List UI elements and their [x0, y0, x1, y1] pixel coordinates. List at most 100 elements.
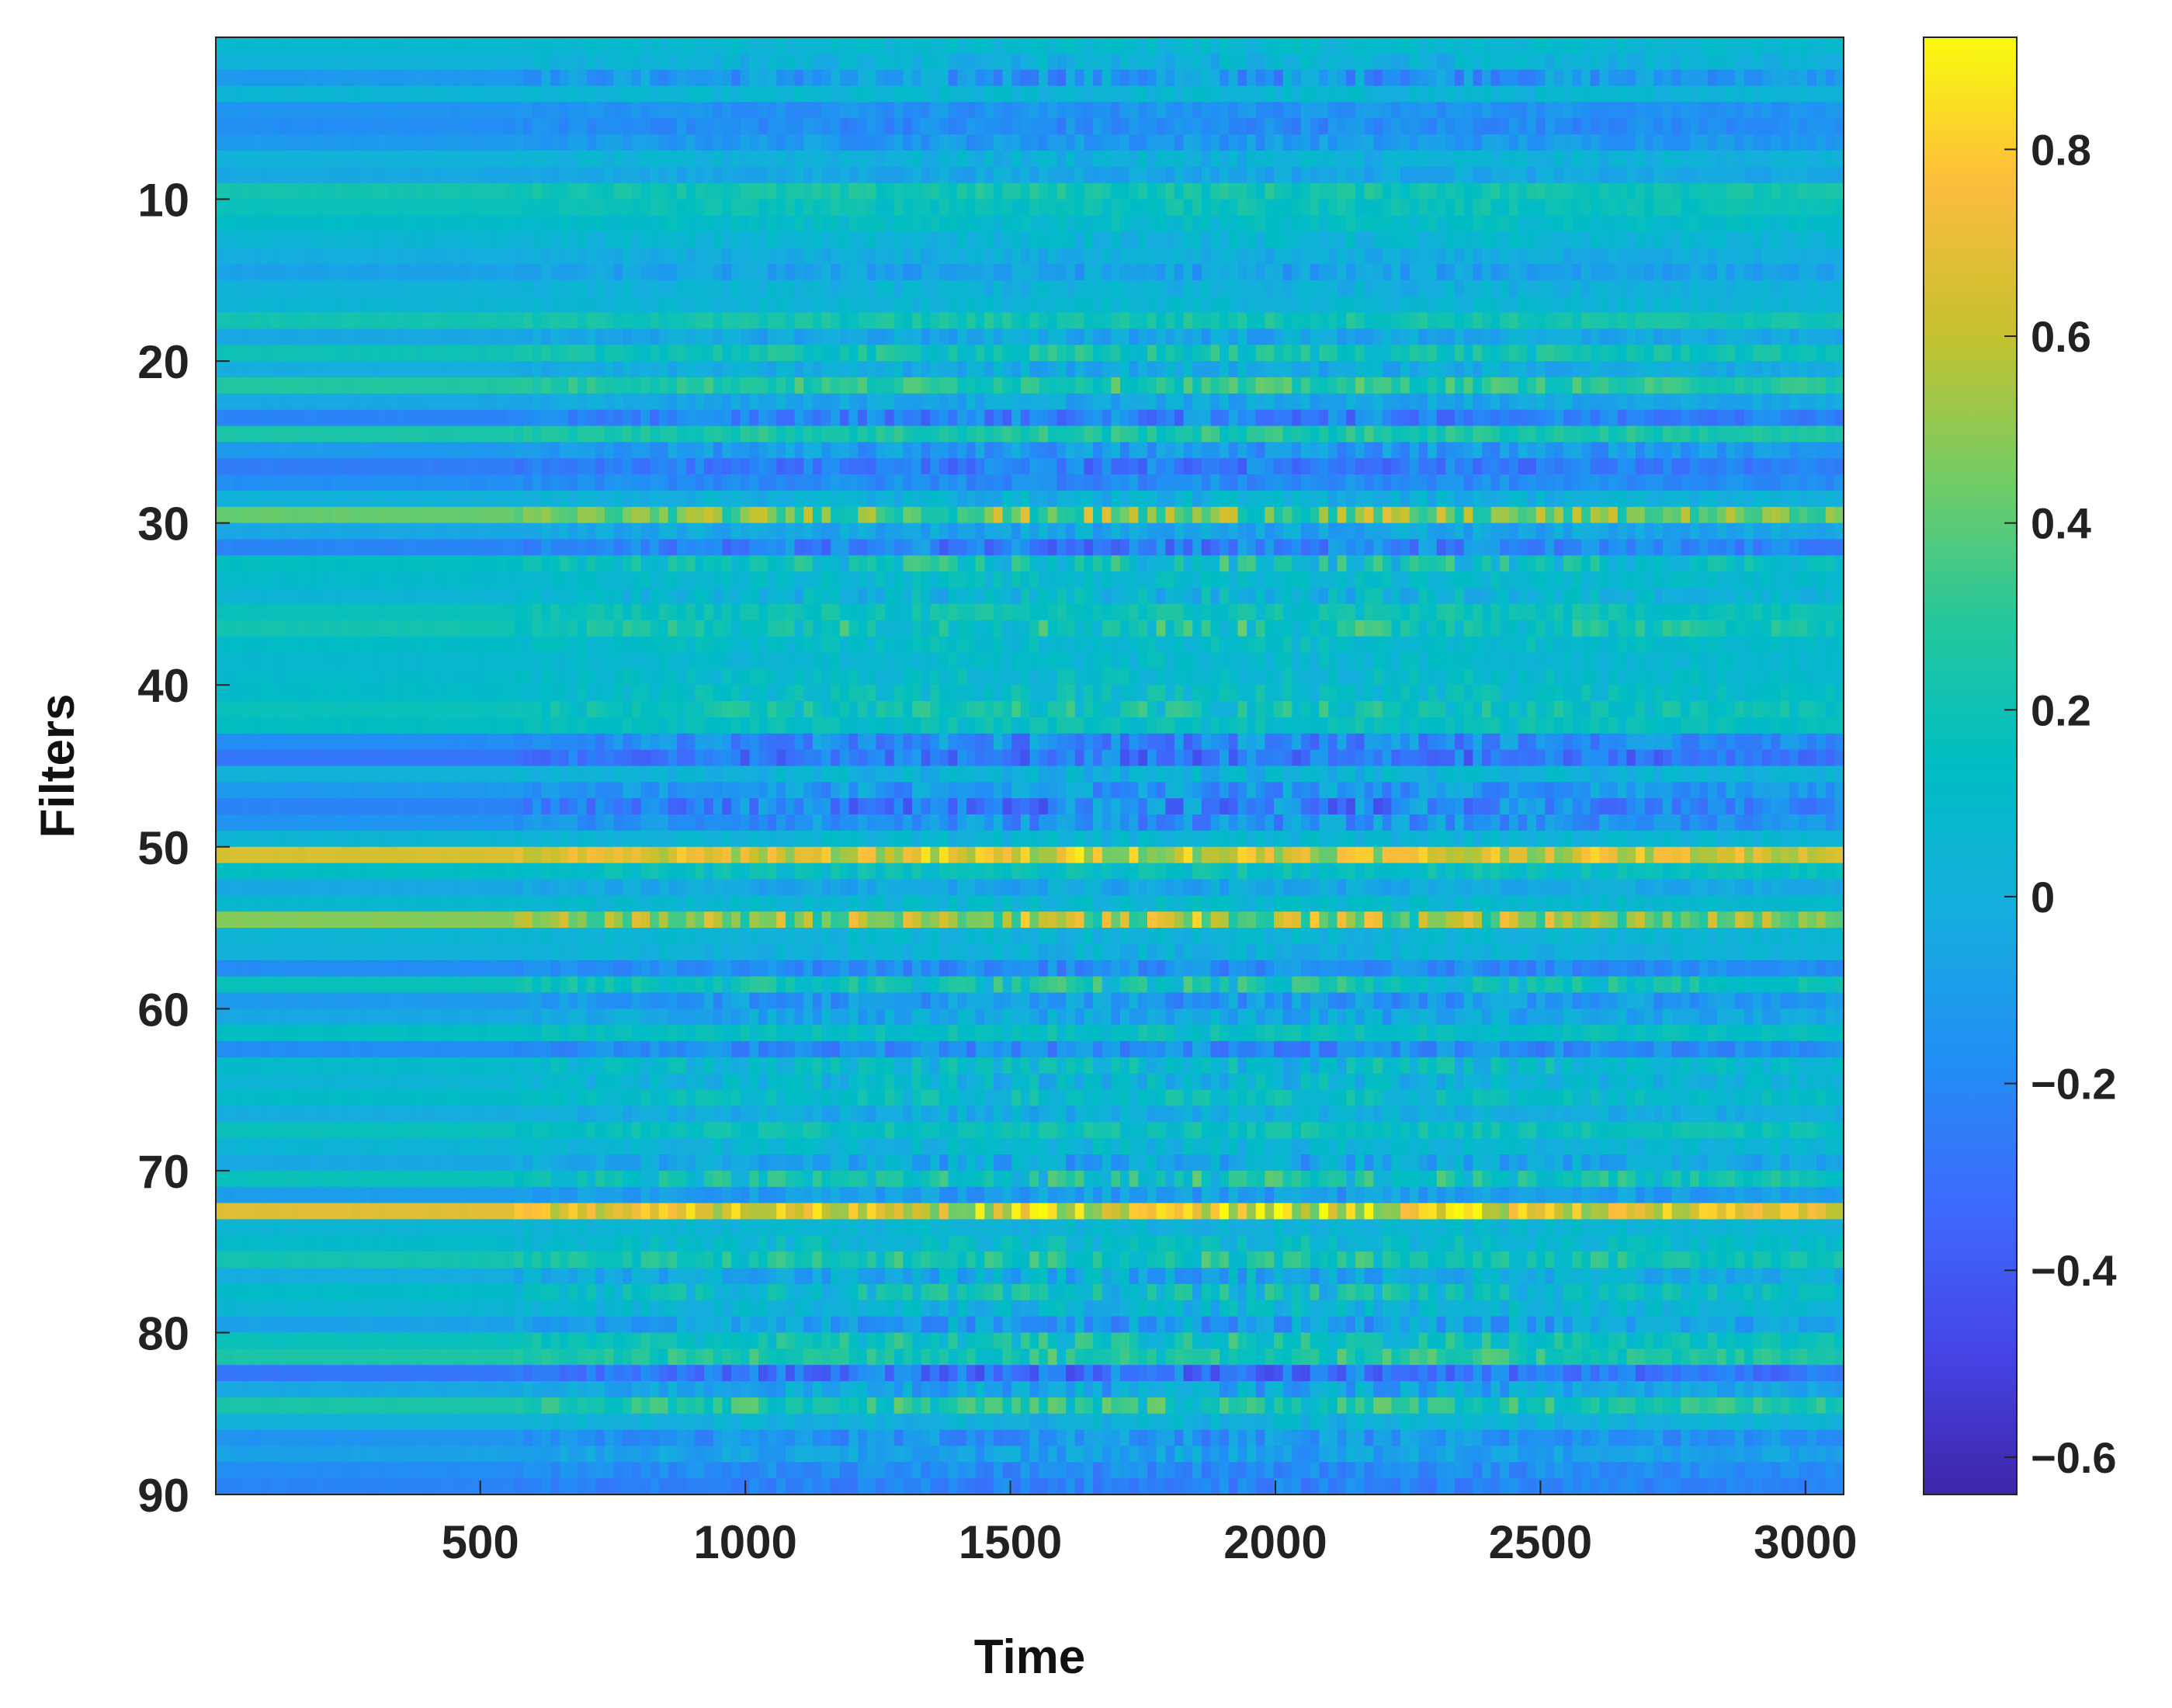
heatmap-cell: [315, 279, 325, 297]
heatmap-cell: [1455, 263, 1465, 281]
heatmap-cell: [740, 215, 750, 232]
heatmap-cell: [1527, 361, 1537, 378]
heatmap-cell: [668, 312, 678, 329]
heatmap-cell: [1726, 296, 1736, 314]
heatmap-cell: [1183, 409, 1193, 427]
heatmap-cell: [1409, 474, 1420, 491]
heatmap-cell: [242, 231, 253, 248]
heatmap-cell: [1681, 53, 1691, 71]
heatmap-cell: [1508, 69, 1519, 87]
heatmap-cell: [514, 199, 524, 217]
heatmap-cell: [640, 199, 651, 217]
heatmap-cell: [993, 150, 1004, 168]
heatmap-cell: [966, 279, 977, 297]
heatmap-cell: [876, 474, 886, 491]
heatmap-cell: [315, 474, 325, 491]
heatmap-cell: [1111, 199, 1121, 217]
heatmap-cell: [794, 69, 804, 87]
heatmap-cell: [1482, 263, 1492, 281]
heatmap-cell: [848, 458, 859, 475]
heatmap-cell: [1500, 134, 1510, 151]
heatmap-cell: [1490, 361, 1501, 378]
heatmap-cell: [1111, 134, 1121, 151]
heatmap-cell: [1228, 474, 1239, 491]
heatmap-cell: [1337, 85, 1347, 103]
heatmap-cell: [242, 425, 253, 443]
heatmap-cell: [993, 118, 1004, 135]
heatmap-cell: [1798, 37, 1808, 54]
heatmap-cell: [1382, 118, 1393, 135]
heatmap-cell: [342, 231, 352, 248]
heatmap-cell: [1247, 279, 1257, 297]
heatmap-cell: [1554, 345, 1564, 362]
heatmap-cell: [405, 85, 415, 103]
heatmap-cell: [831, 118, 841, 135]
heatmap-cell: [1608, 69, 1619, 87]
heatmap-cell: [224, 425, 234, 443]
heatmap-cell: [1346, 166, 1356, 184]
heatmap-cell: [975, 474, 985, 491]
heatmap-cell: [1599, 134, 1609, 151]
heatmap-cell: [1807, 393, 1817, 411]
heatmap-cell: [324, 248, 335, 265]
heatmap-cell: [604, 458, 615, 475]
heatmap-cell: [423, 37, 434, 54]
heatmap-cell: [984, 182, 994, 200]
heatmap-cell: [487, 102, 497, 119]
heatmap-cell: [252, 279, 262, 297]
heatmap-cell: [893, 215, 904, 232]
heatmap-cell: [848, 312, 859, 329]
heatmap-cell: [1129, 263, 1139, 281]
heatmap-cell: [1771, 85, 1782, 103]
heatmap-cell: [1247, 263, 1257, 281]
heatmap-cell: [324, 150, 335, 168]
heatmap-cell: [586, 377, 596, 394]
heatmap-cell: [1653, 182, 1664, 200]
heatmap-cell: [1762, 442, 1772, 459]
heatmap-cell: [1825, 377, 1835, 394]
heatmap-cell: [1689, 263, 1700, 281]
heatmap-cell: [1029, 377, 1039, 394]
heatmap-cell: [731, 361, 741, 378]
heatmap-cell: [1011, 345, 1022, 362]
heatmap-cell: [1237, 37, 1247, 54]
heatmap-cell: [1644, 134, 1654, 151]
heatmap-cell: [1500, 312, 1510, 329]
heatmap-cell: [242, 118, 253, 135]
heatmap-cell: [767, 85, 777, 103]
heatmap-cell: [1047, 231, 1058, 248]
heatmap-cell: [623, 279, 633, 297]
heatmap-cell: [423, 474, 434, 491]
heatmap-cell: [749, 328, 759, 345]
heatmap-cell: [613, 69, 623, 87]
heatmap-cell: [993, 85, 1004, 103]
heatmap-cell: [704, 345, 714, 362]
heatmap-cell: [559, 409, 569, 427]
heatmap-cell: [1455, 53, 1465, 71]
heatmap-cell: [1689, 393, 1700, 411]
heatmap-cell: [1364, 474, 1374, 491]
heatmap-cell: [1237, 166, 1247, 184]
heatmap-cell: [1653, 312, 1664, 329]
heatmap-cell: [1192, 150, 1202, 168]
heatmap-cell: [912, 53, 922, 71]
heatmap-cell: [578, 53, 588, 71]
heatmap-cell: [432, 215, 442, 232]
heatmap-cell: [405, 361, 415, 378]
heatmap-cell: [821, 134, 831, 151]
heatmap-cell: [234, 425, 244, 443]
heatmap-cell: [1445, 102, 1456, 119]
heatmap-cell: [1816, 118, 1827, 135]
heatmap-cell: [848, 361, 859, 378]
heatmap-cell: [1780, 345, 1790, 362]
heatmap-cell: [1436, 118, 1446, 135]
heatmap-cell: [1482, 377, 1492, 394]
heatmap-cell: [1337, 474, 1347, 491]
heatmap-cell: [613, 102, 623, 119]
heatmap-cell: [315, 182, 325, 200]
heatmap-cell: [550, 458, 560, 475]
heatmap-cell: [1455, 442, 1465, 459]
heatmap-cell: [1382, 231, 1393, 248]
heatmap-cell: [1129, 231, 1139, 248]
heatmap-cell: [758, 166, 769, 184]
